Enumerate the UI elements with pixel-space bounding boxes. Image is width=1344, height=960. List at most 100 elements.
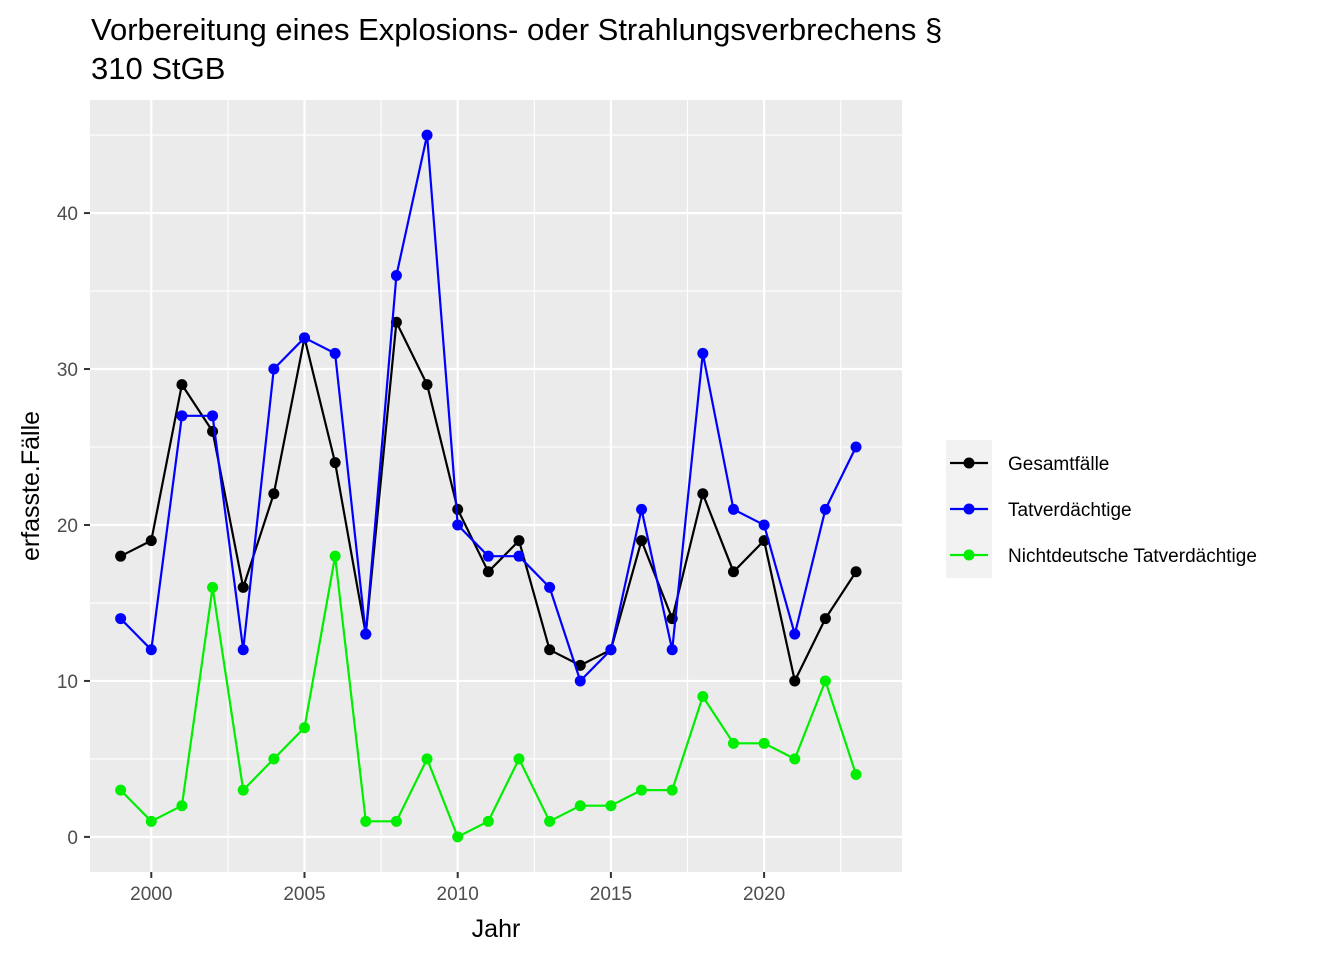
x-axis: 2000 2005 2010 2015 2020 bbox=[130, 872, 785, 905]
grid-major bbox=[90, 100, 902, 872]
data-point bbox=[636, 535, 648, 547]
legend-label: Gesamtfälle bbox=[1008, 454, 1109, 475]
data-point bbox=[697, 691, 709, 703]
data-point bbox=[758, 737, 770, 749]
data-point bbox=[605, 800, 617, 812]
data-point bbox=[268, 363, 280, 375]
data-point bbox=[176, 800, 188, 812]
data-point bbox=[145, 815, 157, 827]
data-point bbox=[268, 753, 280, 765]
data-point bbox=[421, 129, 433, 141]
data-point bbox=[574, 800, 586, 812]
series-1 bbox=[115, 316, 862, 687]
y-axis-title: erfasste.Fälle bbox=[17, 411, 45, 561]
series-2 bbox=[115, 129, 862, 687]
data-point bbox=[176, 410, 188, 422]
legend-key-point bbox=[963, 457, 975, 469]
data-point bbox=[268, 488, 280, 500]
data-point bbox=[360, 628, 372, 640]
data-point bbox=[207, 410, 219, 422]
data-point bbox=[452, 519, 464, 531]
data-point bbox=[819, 675, 831, 687]
y-tick-label: 0 bbox=[67, 828, 78, 849]
data-point bbox=[789, 753, 801, 765]
data-point bbox=[482, 566, 494, 578]
data-point bbox=[145, 644, 157, 656]
data-point bbox=[176, 379, 188, 391]
data-point bbox=[636, 784, 648, 796]
data-point bbox=[452, 503, 464, 515]
data-point bbox=[850, 769, 862, 781]
x-tick-label: 2005 bbox=[283, 884, 325, 905]
data-point bbox=[697, 347, 709, 359]
data-point bbox=[850, 566, 862, 578]
legend-label: Nichtdeutsche Tatverdächtige bbox=[1008, 546, 1257, 567]
data-point bbox=[298, 722, 310, 734]
data-point bbox=[207, 425, 219, 437]
data-point bbox=[145, 535, 157, 547]
legend-label: Tatverdächtige bbox=[1008, 500, 1132, 521]
data-point bbox=[421, 753, 433, 765]
data-point bbox=[237, 784, 249, 796]
data-point bbox=[666, 644, 678, 656]
y-axis: 0 10 20 30 40 bbox=[57, 204, 90, 849]
x-tick-label: 2010 bbox=[437, 884, 479, 905]
data-point bbox=[544, 644, 556, 656]
data-point bbox=[544, 815, 556, 827]
series-layer bbox=[115, 129, 862, 843]
data-point bbox=[758, 519, 770, 531]
data-point bbox=[207, 581, 219, 593]
series-3 bbox=[115, 550, 862, 843]
legend-key-point bbox=[963, 503, 975, 515]
chart-title-line-2: 310 StGB bbox=[91, 51, 225, 86]
y-tick-label: 10 bbox=[57, 672, 78, 693]
x-axis-title: Jahr bbox=[472, 915, 521, 943]
data-point bbox=[636, 503, 648, 515]
x-tick-label: 2015 bbox=[590, 884, 632, 905]
y-tick-label: 20 bbox=[57, 516, 78, 537]
data-point bbox=[513, 535, 525, 547]
data-point bbox=[237, 581, 249, 593]
x-tick-label: 2000 bbox=[130, 884, 172, 905]
y-tick-label: 40 bbox=[57, 204, 78, 225]
data-point bbox=[360, 815, 372, 827]
data-point bbox=[452, 831, 464, 843]
data-point bbox=[329, 347, 341, 359]
data-point bbox=[727, 737, 739, 749]
data-point bbox=[789, 675, 801, 687]
data-point bbox=[666, 784, 678, 796]
legend-key-point bbox=[963, 549, 975, 561]
data-point bbox=[421, 379, 433, 391]
data-point bbox=[697, 488, 709, 500]
data-point bbox=[482, 815, 494, 827]
data-point bbox=[789, 628, 801, 640]
data-point bbox=[574, 675, 586, 687]
data-point bbox=[237, 644, 249, 656]
data-point bbox=[544, 581, 556, 593]
data-point bbox=[482, 550, 494, 562]
legend: Gesamtfälle Tatverdächtige Nichtdeutsche T… bbox=[946, 440, 1257, 578]
data-point bbox=[390, 815, 402, 827]
data-point bbox=[115, 784, 127, 796]
data-point bbox=[390, 269, 402, 281]
data-point bbox=[574, 659, 586, 671]
data-point bbox=[850, 441, 862, 453]
data-point bbox=[329, 457, 341, 469]
data-point bbox=[819, 613, 831, 625]
chart-title-line-1: Vorbereitung eines Explosions- oder Stra… bbox=[91, 12, 942, 47]
plot-panel bbox=[90, 100, 902, 872]
data-point bbox=[727, 503, 739, 515]
grid-minor bbox=[90, 100, 902, 872]
chart-title: Vorbereitung eines Explosions- oder Stra… bbox=[91, 12, 942, 86]
data-point bbox=[115, 613, 127, 625]
data-point bbox=[115, 550, 127, 562]
data-point bbox=[513, 753, 525, 765]
y-tick-label: 30 bbox=[57, 360, 78, 381]
data-point bbox=[605, 644, 617, 656]
x-tick-label: 2020 bbox=[743, 884, 785, 905]
data-point bbox=[727, 566, 739, 578]
data-point bbox=[513, 550, 525, 562]
data-point bbox=[329, 550, 341, 562]
data-point bbox=[819, 503, 831, 515]
